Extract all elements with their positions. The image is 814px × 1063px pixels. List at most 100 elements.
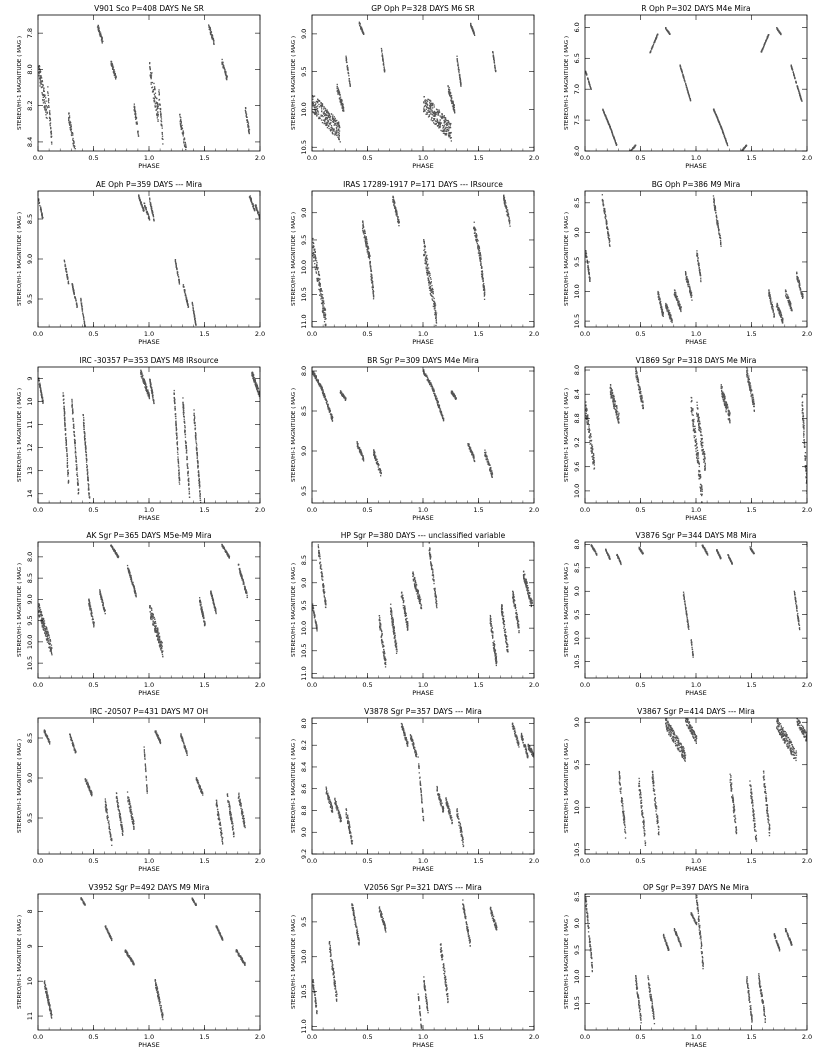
data-point bbox=[152, 214, 154, 217]
data-point bbox=[450, 100, 452, 103]
data-point bbox=[793, 74, 795, 76]
data-point bbox=[158, 89, 160, 91]
data-point bbox=[768, 293, 770, 295]
data-point bbox=[322, 309, 324, 311]
data-point bbox=[448, 86, 450, 89]
data-point bbox=[328, 116, 330, 118]
data-point bbox=[252, 205, 254, 208]
y-tick-label: 9.5 bbox=[26, 294, 34, 304]
data-point bbox=[314, 254, 316, 257]
data-point bbox=[429, 282, 431, 284]
data-point bbox=[338, 89, 340, 91]
data-point bbox=[40, 208, 42, 210]
data-point bbox=[470, 23, 472, 25]
data-point bbox=[325, 124, 327, 127]
data-point bbox=[247, 129, 250, 132]
data-point bbox=[99, 35, 102, 38]
data-point bbox=[73, 142, 75, 144]
data-point bbox=[507, 215, 509, 218]
data-point bbox=[184, 143, 187, 145]
data-point bbox=[424, 99, 426, 101]
data-point bbox=[154, 92, 157, 94]
data-point bbox=[430, 281, 432, 283]
data-point bbox=[72, 142, 74, 144]
data-point bbox=[338, 136, 340, 138]
data-point bbox=[313, 251, 315, 254]
data-point bbox=[339, 100, 341, 103]
data-point bbox=[605, 223, 608, 225]
data-point bbox=[64, 412, 66, 414]
data-point bbox=[630, 149, 632, 151]
data-point bbox=[336, 122, 338, 124]
data-point bbox=[45, 111, 47, 113]
data-point bbox=[50, 127, 52, 129]
data-point bbox=[222, 67, 224, 69]
data-point bbox=[362, 226, 365, 229]
data-point bbox=[666, 308, 668, 310]
data-point bbox=[192, 303, 194, 305]
data-point bbox=[698, 267, 700, 270]
data-point bbox=[161, 131, 163, 134]
y-tick-label: 9.0 bbox=[300, 29, 308, 39]
data-point bbox=[136, 121, 138, 124]
data-point bbox=[793, 76, 796, 78]
data-point bbox=[448, 133, 450, 135]
data-point bbox=[696, 254, 699, 256]
data-point bbox=[327, 112, 330, 114]
data-point bbox=[449, 127, 452, 129]
data-point bbox=[325, 117, 327, 119]
data-point bbox=[680, 309, 682, 312]
data-point bbox=[74, 148, 76, 150]
data-point bbox=[64, 429, 66, 431]
data-point bbox=[769, 297, 771, 299]
data-point bbox=[312, 101, 314, 103]
data-point bbox=[798, 92, 800, 94]
data-point bbox=[338, 132, 340, 134]
data-point bbox=[450, 140, 452, 142]
data-points bbox=[38, 369, 260, 503]
data-point bbox=[450, 98, 453, 100]
data-point bbox=[445, 133, 447, 135]
data-point bbox=[81, 308, 83, 310]
data-point bbox=[99, 34, 101, 36]
data-point bbox=[660, 305, 662, 307]
data-point bbox=[429, 105, 431, 107]
data-point bbox=[75, 299, 77, 301]
data-point bbox=[316, 105, 319, 107]
data-point bbox=[318, 288, 320, 291]
data-point bbox=[786, 297, 788, 299]
data-point bbox=[423, 239, 425, 241]
data-point bbox=[178, 281, 180, 283]
plot-frame bbox=[584, 14, 808, 152]
data-point bbox=[398, 220, 400, 223]
data-point bbox=[338, 90, 340, 92]
data-point bbox=[441, 114, 443, 116]
data-point bbox=[318, 106, 321, 108]
data-point bbox=[210, 34, 212, 36]
data-point bbox=[432, 103, 434, 105]
light-curve-panel: 0.0 0.5 1.0 1.5 2.09.09.510.010.5GP Oph P=32… bbox=[291, 4, 539, 170]
data-point bbox=[608, 238, 610, 240]
data-point bbox=[42, 402, 44, 404]
data-point bbox=[661, 309, 664, 311]
data-point bbox=[675, 293, 677, 295]
data-point bbox=[790, 307, 792, 309]
data-point bbox=[75, 454, 77, 456]
data-point bbox=[209, 29, 211, 31]
data-point bbox=[434, 123, 436, 125]
data-point bbox=[382, 60, 384, 62]
data-point bbox=[428, 115, 431, 117]
data-point bbox=[66, 278, 69, 280]
data-point bbox=[316, 262, 318, 264]
data-point bbox=[182, 284, 184, 286]
data-point bbox=[193, 314, 195, 316]
data-point bbox=[143, 202, 146, 204]
data-point bbox=[585, 256, 588, 258]
data-point bbox=[719, 236, 721, 239]
data-point bbox=[396, 214, 398, 216]
data-point bbox=[714, 209, 716, 212]
data-point bbox=[133, 110, 135, 112]
data-point bbox=[715, 215, 717, 217]
data-point bbox=[368, 258, 371, 260]
data-point bbox=[781, 316, 783, 319]
